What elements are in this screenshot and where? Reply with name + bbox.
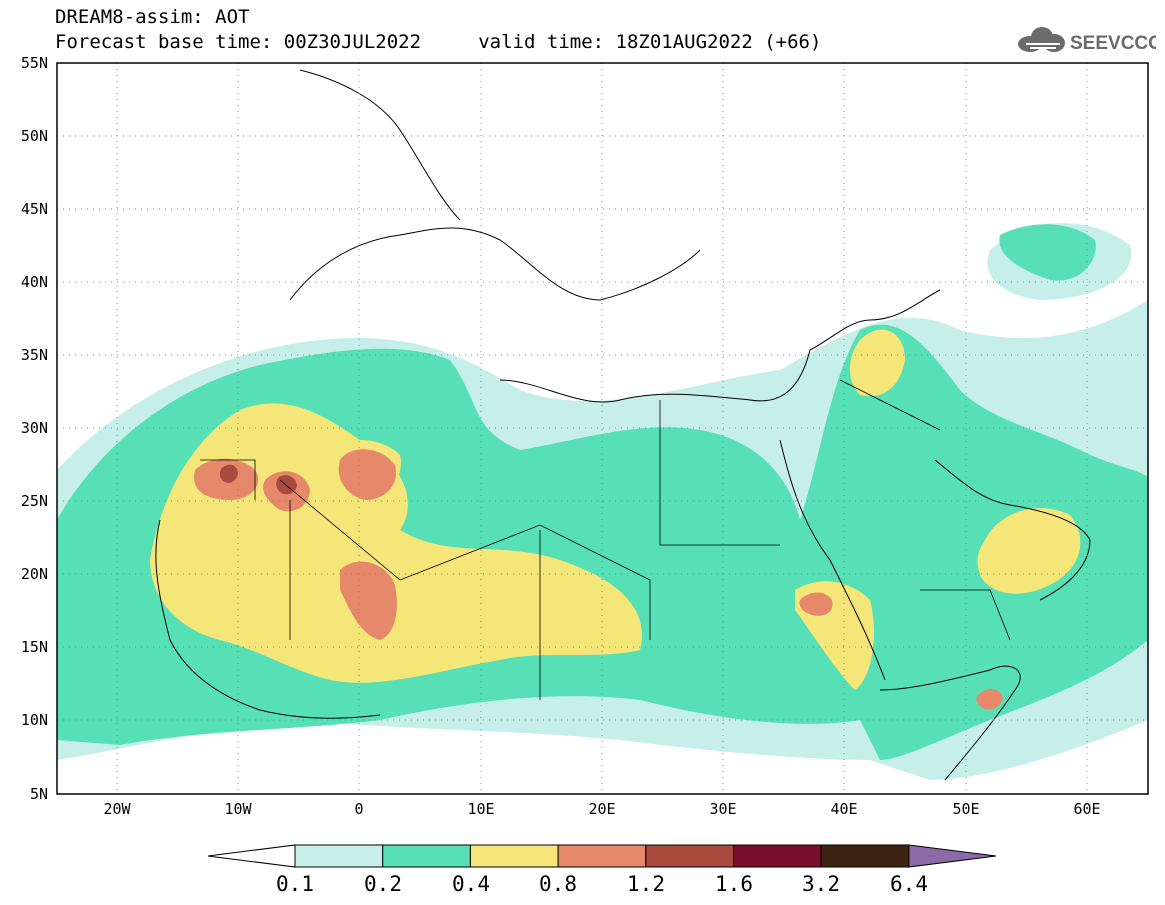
aot-field — [57, 69, 1148, 781]
colorbar-label: 0.1 — [276, 872, 314, 896]
colorbar-box — [294, 844, 384, 868]
lat-tick: 30N — [21, 419, 48, 437]
colorbar-label: 0.4 — [452, 872, 490, 896]
colorbar-label: 3.2 — [802, 872, 840, 896]
lat-tick: 35N — [21, 346, 48, 364]
colorbar-box — [820, 844, 910, 868]
lat-ticks: 55N 50N 45N 40N 35N 30N 25N 20N 15N 10N … — [21, 54, 48, 803]
lat-tick: 10N — [21, 711, 48, 729]
aot-band-1-2 — [219, 464, 238, 483]
aot-band-0-8 — [976, 688, 1003, 710]
lat-tick: 40N — [21, 273, 48, 291]
colorbar-box — [733, 844, 822, 868]
chart-title-times: Forecast base time: 00Z30JUL2022 valid t… — [55, 31, 822, 53]
lon-ticks: 20W 10W 0 10E 20E 30E 40E 50E 60E — [103, 800, 1100, 818]
colorbar-label: 1.6 — [715, 872, 753, 896]
colorbar-arrow-high — [908, 844, 996, 868]
coastlines — [155, 69, 1091, 781]
aot-band-0-4 — [150, 403, 642, 683]
chart-title-variable: DREAM8-assim: AOT — [55, 6, 250, 28]
cloud-icon — [1018, 27, 1065, 52]
seevccc-logo: SEEVCCC — [1018, 27, 1156, 54]
colorbar-label: 1.2 — [627, 872, 665, 896]
aot-band-0-8 — [799, 592, 833, 616]
lat-tick: 55N — [21, 54, 48, 72]
lat-tick: 45N — [21, 200, 48, 218]
colorbar-box — [645, 844, 734, 868]
lon-tick: 30E — [709, 800, 736, 818]
lon-tick: 60E — [1073, 800, 1100, 818]
lon-tick: 40E — [830, 800, 857, 818]
colorbar-label: 0.8 — [539, 872, 577, 896]
lon-tick: 20W — [103, 800, 131, 818]
aot-band-0-2 — [999, 224, 1096, 281]
lat-tick: 50N — [21, 127, 48, 145]
lat-tick: 5N — [30, 785, 48, 803]
lat-tick: 15N — [21, 638, 48, 656]
lon-tick: 50E — [952, 800, 979, 818]
lat-tick: 20N — [21, 565, 48, 583]
colorbar-box — [469, 844, 559, 868]
colorbar — [207, 844, 996, 868]
lat-tick: 25N — [21, 492, 48, 510]
lon-tick: 0 — [354, 800, 363, 818]
aot-band-0-8 — [340, 561, 397, 640]
lon-tick: 20E — [588, 800, 615, 818]
colorbar-label: 0.2 — [364, 872, 402, 896]
aot-band-0-8 — [338, 449, 396, 500]
colorbar-arrow-low — [207, 844, 296, 868]
colorbar-label: 6.4 — [890, 872, 928, 896]
map-frame — [56, 62, 1149, 795]
colorbar-box — [382, 844, 471, 868]
aot-band-0-4 — [977, 508, 1081, 594]
logo-text: SEEVCCC — [1070, 33, 1156, 54]
borders — [200, 379, 1011, 700]
aot-band-0-4 — [849, 329, 905, 397]
lon-tick: 10E — [467, 800, 494, 818]
colorbar-box — [557, 844, 647, 868]
lon-tick: 10W — [224, 800, 252, 818]
